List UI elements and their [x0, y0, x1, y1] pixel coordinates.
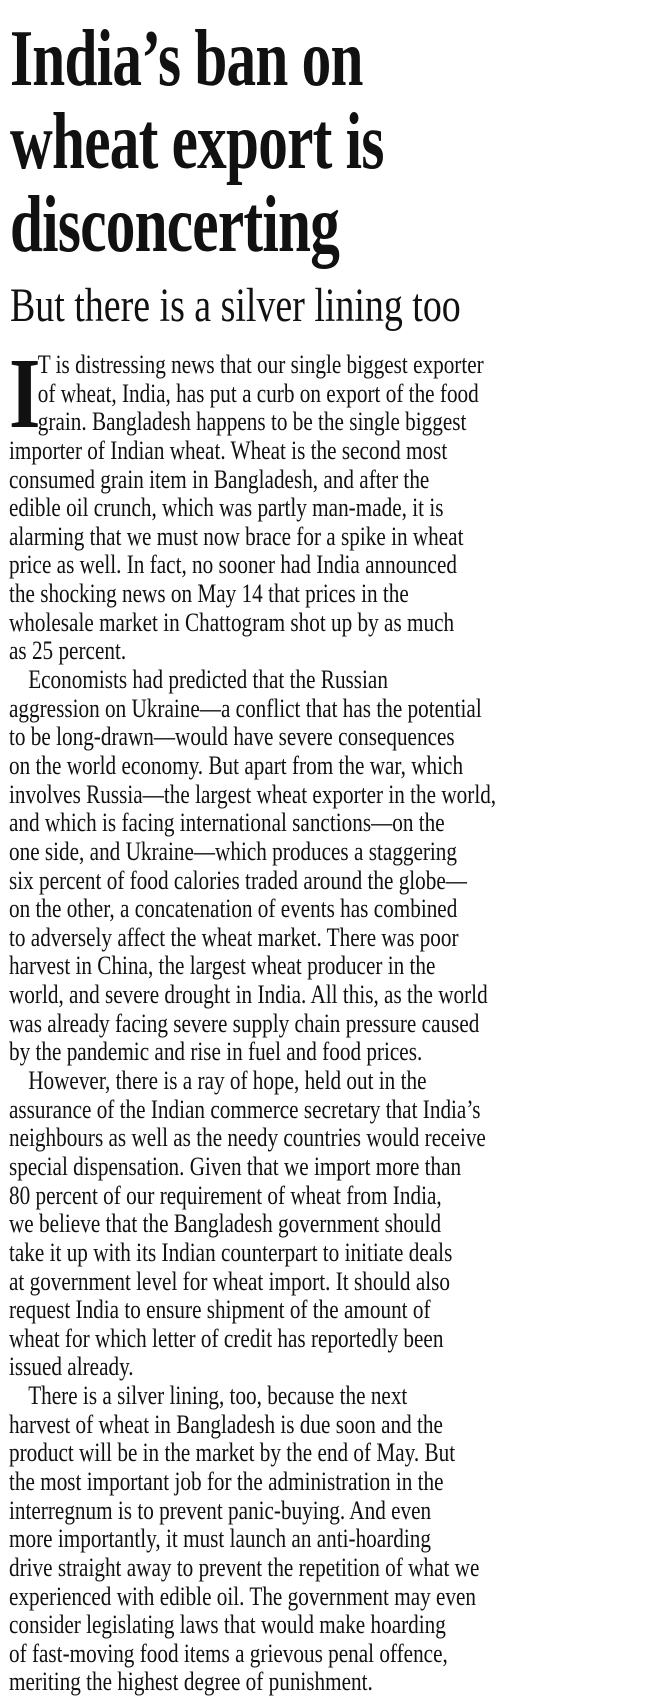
- text-line: of wheat, India, has put a curb on expor…: [37, 377, 479, 408]
- text-line: Economists had predicted that the Russia…: [28, 664, 388, 695]
- text-line: harvest in China, the largest wheat prod…: [9, 950, 436, 981]
- text-line: interregnum is to prevent panic-buying. …: [9, 1494, 432, 1525]
- text-line: and which is facing international sancti…: [9, 807, 445, 838]
- text-line: issued already.: [9, 1351, 134, 1382]
- text-line: to adversely affect the wheat market. Th…: [9, 921, 459, 952]
- text-line: to be long-drawn—would have severe conse…: [9, 721, 455, 752]
- text-line: importer of Indian wheat. Wheat is the s…: [9, 434, 448, 465]
- text-line: harvest of wheat in Bangladesh is due so…: [9, 1408, 443, 1439]
- text-line: on the other, a concatenation of events …: [9, 893, 458, 924]
- text-line: the shocking news on May 14 that prices …: [9, 578, 409, 609]
- text-line: consider legislating laws that would mak…: [9, 1609, 446, 1640]
- text-line: at government level for wheat import. It…: [9, 1265, 450, 1296]
- text-line: meriting the highest degree of punishmen…: [9, 1666, 373, 1696]
- subheadline: But there is a silver lining too: [10, 279, 461, 332]
- text-line: involves Russia—the largest wheat export…: [9, 778, 497, 809]
- text-line: request India to ensure shipment of the …: [9, 1294, 431, 1325]
- text-line: more importantly, it must launch an anti…: [9, 1523, 431, 1554]
- text-line: as 25 percent.: [9, 635, 127, 666]
- paragraph: However, there is a ray of hope, held ou…: [9, 1066, 633, 1381]
- headline-line: disconcerting: [10, 181, 340, 269]
- drop-cap: I: [9, 337, 41, 449]
- text-line: we believe that the Bangladesh governmen…: [9, 1208, 442, 1239]
- text-line: neighbours as well as the needy countrie…: [9, 1122, 486, 1153]
- paragraph: Economists had predicted that the Russia…: [9, 665, 633, 1066]
- headline-line: wheat export is: [10, 98, 384, 186]
- article-body: I T is distressing news that our single …: [9, 337, 633, 1696]
- text-line: assurance of the Indian commerce secreta…: [9, 1093, 481, 1124]
- text-line: grain. Bangladesh happens to be the sing…: [37, 406, 467, 437]
- text-line: by the pandemic and rise in fuel and foo…: [9, 1036, 423, 1067]
- text-line: edible oil crunch, which was partly man-…: [9, 492, 444, 523]
- text-line: take it up with its Indian counterpart t…: [9, 1236, 453, 1267]
- text-line: six percent of food calories traded arou…: [9, 864, 467, 895]
- paragraph: There is a silver lining, too, because t…: [9, 1381, 633, 1696]
- text-line: world, and severe drought in India. All …: [9, 979, 488, 1010]
- text-line: product will be in the market by the end…: [9, 1437, 456, 1468]
- text-line: aggression on Ukraine—a conflict that ha…: [9, 692, 482, 723]
- text-line: experienced with edible oil. The governm…: [9, 1580, 477, 1611]
- text-line: T is distressing news that our single bi…: [37, 349, 484, 379]
- text-line: There is a silver lining, too, because t…: [28, 1380, 408, 1411]
- text-line: was already facing severe supply chain p…: [9, 1007, 480, 1038]
- text-line: drive straight away to prevent the repet…: [9, 1551, 480, 1582]
- text-line: 80 percent of our requirement of wheat f…: [9, 1179, 442, 1210]
- text-line: wheat for which letter of credit has rep…: [9, 1322, 444, 1353]
- headline-line: India’s ban on: [10, 15, 363, 103]
- text-line: However, there is a ray of hope, held ou…: [28, 1065, 427, 1096]
- text-line: one side, and Ukraine—which produces a s…: [9, 835, 458, 866]
- text-line: alarming that we must now brace for a sp…: [9, 520, 464, 551]
- paragraph: T is distressing news that our single bi…: [9, 350, 633, 665]
- text-line: on the world economy. But apart from the…: [9, 749, 464, 780]
- text-line: special dispensation. Given that we impo…: [9, 1150, 462, 1181]
- text-line: the most important job for the administr…: [9, 1465, 444, 1496]
- text-line: price as well. In fact, no sooner had In…: [9, 549, 457, 580]
- text-line: consumed grain item in Bangladesh, and a…: [9, 463, 430, 494]
- text-line: wholesale market in Chattogram shot up b…: [9, 606, 455, 637]
- headline: India’s ban on wheat export is disconcer…: [10, 18, 639, 267]
- text-line: of fast-moving food items a grievous pen…: [9, 1637, 448, 1668]
